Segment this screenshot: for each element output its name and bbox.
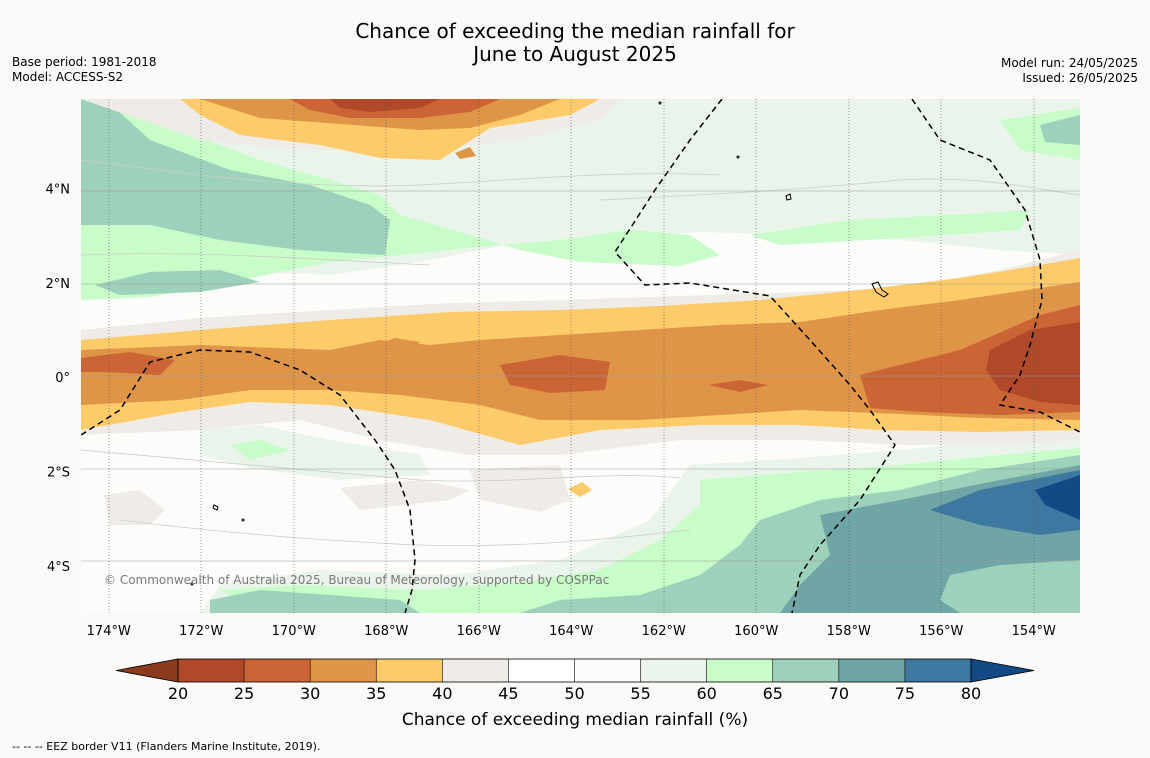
lon-tick-label: 166°W bbox=[457, 624, 501, 639]
meta-right: Model run: 24/05/2025 Issued: 26/05/2025 bbox=[1001, 56, 1138, 86]
region-60-65-north bbox=[81, 99, 720, 300]
lon-tick-label: 162°W bbox=[642, 624, 686, 639]
copyright-notice: © Commonwealth of Australia 2025, Bureau… bbox=[104, 573, 610, 587]
colorbar-tick-label: 35 bbox=[366, 684, 386, 703]
latitude-gridlines bbox=[81, 190, 1080, 562]
colorbar-tick-label: 70 bbox=[829, 684, 849, 703]
region-55-60-west bbox=[200, 425, 430, 480]
region-25-30-mid bbox=[500, 355, 768, 393]
region-25-30-west bbox=[81, 352, 175, 375]
island-outlines bbox=[190, 101, 889, 586]
colorbar-swatch bbox=[772, 659, 839, 682]
lon-tick-label: 156°W bbox=[919, 624, 963, 639]
region-65-70-northwest bbox=[81, 99, 390, 255]
colorbar-tick-label: 75 bbox=[895, 684, 915, 703]
colorbar-swatch bbox=[178, 659, 245, 682]
lon-tick-label: 164°W bbox=[549, 624, 593, 639]
colorbar: 20 25 30 35 40 45 50 55 60 65 70 75 80 bbox=[115, 658, 1035, 703]
base-period: Base period: 1981-2018 bbox=[12, 55, 157, 69]
colorbar-swatch bbox=[640, 659, 707, 682]
region-over-80-south bbox=[1035, 475, 1080, 520]
lon-tick-label: 170°W bbox=[272, 624, 316, 639]
colorbar-swatch bbox=[574, 659, 641, 682]
lat-tick-label: 0° bbox=[55, 371, 70, 386]
map-title-line2: June to August 2025 bbox=[473, 42, 677, 66]
region-20-25-north bbox=[330, 99, 440, 112]
lat-tick-label: 2°N bbox=[46, 277, 71, 292]
model-name: Model: ACCESS-S2 bbox=[12, 70, 124, 84]
eez-borders bbox=[81, 99, 1080, 613]
region-35-40-blob bbox=[568, 482, 592, 497]
model-run: Model run: 24/05/2025 bbox=[1000, 56, 1138, 70]
region-20-25-east bbox=[986, 322, 1080, 405]
eez-footnote: -- -- -- EEZ border V11 (Flanders Marine… bbox=[12, 740, 321, 753]
meta-left: Base period: 1981-2018 Model: ACCESS-S2 bbox=[12, 55, 157, 85]
lon-tick-label: 168°W bbox=[364, 624, 408, 639]
region-40-45-south bbox=[104, 465, 570, 525]
colorbar-swatch bbox=[442, 659, 509, 682]
colorbar-swatch bbox=[904, 659, 971, 682]
region-30-35-equator bbox=[81, 282, 1080, 420]
lon-tick-label: 158°W bbox=[827, 624, 871, 639]
colorbar-tick-label: 80 bbox=[961, 684, 981, 703]
colorbar-tick-label: 30 bbox=[300, 684, 320, 703]
colorbar-tick-label: 65 bbox=[763, 684, 783, 703]
region-65-70-southwest bbox=[210, 590, 420, 613]
region-60-65-east-band bbox=[750, 210, 1030, 245]
lat-tick-label: 2°S bbox=[47, 466, 70, 481]
colorbar-swatch bbox=[244, 659, 311, 682]
lon-tick-label: 174°W bbox=[87, 624, 131, 639]
colorbar-swatch bbox=[376, 659, 443, 682]
colorbar-under-arrow bbox=[115, 658, 179, 683]
issued-date: Issued: 26/05/2025 bbox=[1022, 71, 1138, 85]
lat-tick-label: 4°N bbox=[46, 183, 71, 198]
colorbar-tick-label: 20 bbox=[168, 684, 188, 703]
map-field bbox=[81, 99, 1080, 613]
colorbar-swatch bbox=[706, 659, 773, 682]
colorbar-over-arrow bbox=[970, 658, 1035, 683]
lat-tick-label: 4°S bbox=[47, 560, 70, 575]
lon-tick-label: 154°W bbox=[1012, 624, 1056, 639]
colorbar-swatch bbox=[838, 659, 905, 682]
colorbar-tick-label: 45 bbox=[498, 684, 518, 703]
map-title-line1: Chance of exceeding the median rainfall … bbox=[355, 19, 795, 43]
region-30-35-north bbox=[200, 99, 560, 159]
latitude-labels: 4°N 2°N 0° 2°S 4°S bbox=[46, 183, 71, 575]
lon-tick-label: 160°W bbox=[734, 624, 778, 639]
map-title: Chance of exceeding the median rainfall … bbox=[0, 20, 1150, 66]
colorbar-swatch bbox=[310, 659, 377, 682]
colorbar-tick-label: 55 bbox=[630, 684, 650, 703]
contour-lines bbox=[81, 159, 1080, 547]
colorbar-tick-label: 40 bbox=[432, 684, 452, 703]
colorbar-tick-label: 60 bbox=[696, 684, 716, 703]
colorbar-label: Chance of exceeding median rainfall (%) bbox=[401, 710, 749, 730]
colorbar-tick-label: 25 bbox=[234, 684, 254, 703]
lon-tick-label: 172°W bbox=[179, 624, 223, 639]
region-65-70-west-strip bbox=[95, 270, 260, 295]
region-65-70-northeast bbox=[1040, 115, 1080, 145]
longitude-labels: 174°W 172°W 170°W 168°W 166°W 164°W 162°W 160°W… bbox=[87, 624, 1056, 639]
colorbar-tick-label: 50 bbox=[564, 684, 584, 703]
region-75-80-south bbox=[930, 470, 1080, 535]
region-60-65-blob bbox=[230, 440, 290, 460]
colorbar-swatch bbox=[508, 659, 575, 682]
